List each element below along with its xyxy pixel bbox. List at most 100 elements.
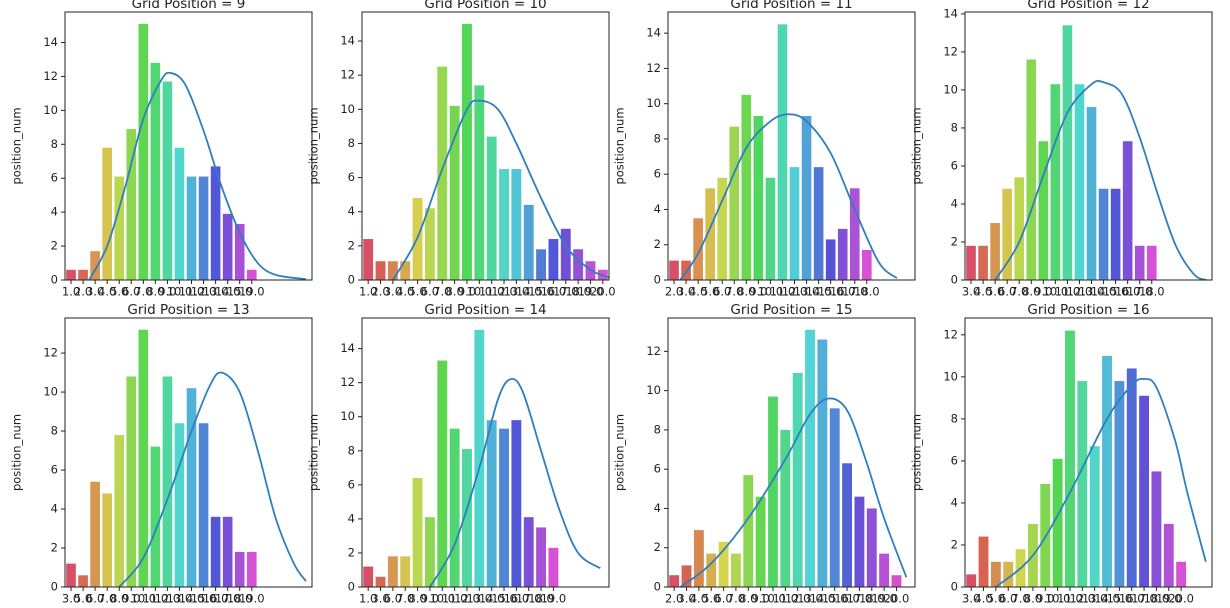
y-tick-label: 10 bbox=[43, 103, 58, 117]
y-tick-label: 8 bbox=[951, 411, 958, 425]
x-tick-label: 5.0 bbox=[408, 285, 426, 299]
x-tick-label: 7.0 bbox=[433, 285, 451, 299]
bar bbox=[1002, 188, 1012, 280]
x-tick-label: 19.0 bbox=[239, 285, 265, 299]
x-tick-label: 7.0 bbox=[727, 592, 745, 606]
bar bbox=[511, 169, 522, 280]
subplot-title: Grid Position = 15 bbox=[730, 302, 852, 318]
bar bbox=[966, 574, 977, 587]
x-tick-label: 18.0 bbox=[528, 592, 554, 606]
bar bbox=[1151, 471, 1162, 587]
bar bbox=[1086, 107, 1097, 280]
y-tick-label: 8 bbox=[348, 443, 355, 457]
bar bbox=[1052, 458, 1063, 587]
bar bbox=[1102, 355, 1112, 587]
bar bbox=[375, 261, 386, 280]
x-tick-label: 16.0 bbox=[830, 285, 856, 299]
bar bbox=[412, 478, 423, 587]
x-tick-label: 7.0 bbox=[396, 592, 414, 606]
bar bbox=[462, 23, 472, 281]
bar bbox=[387, 556, 398, 587]
bar bbox=[1122, 141, 1133, 280]
bar bbox=[829, 408, 840, 587]
bar bbox=[1014, 177, 1025, 280]
x-tick-label: 15.0 bbox=[1103, 285, 1129, 299]
x-tick-label: 6.0 bbox=[998, 285, 1016, 299]
y-tick-label: 4 bbox=[51, 502, 58, 516]
bar bbox=[474, 85, 485, 280]
x-tick-label: 5.0 bbox=[986, 285, 1004, 299]
bar bbox=[90, 481, 100, 587]
kde-line bbox=[392, 99, 610, 281]
x-tick-label: 6.0 bbox=[384, 592, 402, 606]
x-tick-label: 13.0 bbox=[794, 285, 820, 299]
x-tick-label: 7.0 bbox=[98, 592, 116, 606]
x-tick-label: 2.0 bbox=[74, 285, 92, 299]
x-tick-label: 12.0 bbox=[785, 592, 811, 606]
bar bbox=[66, 563, 76, 587]
x-tick-label: 16.0 bbox=[541, 285, 567, 299]
kde-line bbox=[995, 377, 1207, 588]
bar bbox=[186, 388, 197, 587]
y-tick-label: 12 bbox=[340, 375, 355, 389]
bar bbox=[817, 339, 828, 587]
bar bbox=[150, 62, 161, 280]
bar bbox=[1134, 245, 1145, 280]
bar bbox=[424, 208, 435, 280]
y-tick-label: 6 bbox=[951, 158, 958, 172]
bar bbox=[363, 566, 374, 587]
bar bbox=[669, 575, 680, 587]
x-tick-label: 9.0 bbox=[122, 592, 140, 606]
x-tick-label: 3.0 bbox=[86, 285, 104, 299]
subplot-title: Grid Position = 12 bbox=[1027, 0, 1149, 12]
x-tick-label: 18.0 bbox=[1144, 592, 1170, 606]
y-tick-label: 0 bbox=[951, 580, 958, 594]
bar bbox=[718, 541, 729, 587]
x-tick-label: 13.0 bbox=[1079, 285, 1105, 299]
x-tick-label: 8.0 bbox=[110, 592, 128, 606]
y-tick-label: 2 bbox=[951, 234, 958, 248]
subplot: Grid Position = 13 position_num 0 2 4 6 8 10 12 3… bbox=[10, 302, 313, 606]
y-tick-label: 0 bbox=[654, 580, 661, 594]
y-tick-label: 6 bbox=[51, 463, 58, 477]
bar bbox=[825, 239, 836, 280]
bar bbox=[990, 561, 1001, 587]
y-tick-label: 4 bbox=[348, 511, 355, 525]
y-tick-label: 0 bbox=[51, 580, 58, 594]
bar bbox=[523, 517, 534, 587]
bar bbox=[162, 81, 173, 280]
x-tick-label: 17.0 bbox=[553, 285, 579, 299]
bar bbox=[462, 449, 472, 587]
y-tick-label: 2 bbox=[348, 238, 355, 252]
x-tick-label: 10.0 bbox=[1045, 592, 1071, 606]
y-tick-label: 12 bbox=[43, 346, 58, 360]
x-tick-label: 9.0 bbox=[421, 592, 439, 606]
y-tick-label: 10 bbox=[43, 385, 58, 399]
x-tick-label: 1.0 bbox=[62, 285, 80, 299]
bar bbox=[978, 536, 989, 587]
x-tick-label: 3.0 bbox=[62, 592, 80, 606]
x-tick-label: 11.0 bbox=[770, 285, 796, 299]
x-tick-label: 14.0 bbox=[1091, 285, 1117, 299]
y-axis-label: position_num bbox=[613, 414, 627, 491]
x-tick-label: 11.0 bbox=[1055, 285, 1081, 299]
x-tick-label: 4.0 bbox=[689, 285, 707, 299]
x-tick-label: 4.0 bbox=[974, 285, 992, 299]
x-tick-label: 11.0 bbox=[179, 285, 205, 299]
axes-frame bbox=[361, 11, 610, 281]
x-tick-label: 9.0 bbox=[158, 285, 176, 299]
bar bbox=[499, 428, 509, 587]
kde-line bbox=[429, 377, 601, 588]
x-tick-label: 3.0 bbox=[962, 285, 980, 299]
y-tick-label: 8 bbox=[348, 136, 355, 150]
bar bbox=[234, 224, 245, 280]
x-tick-label: 6.0 bbox=[86, 592, 104, 606]
bar bbox=[486, 136, 497, 280]
x-tick-label: 18.0 bbox=[1139, 285, 1165, 299]
bar bbox=[387, 261, 398, 280]
kde-line bbox=[679, 113, 898, 281]
bar bbox=[114, 434, 125, 587]
bar bbox=[705, 188, 715, 280]
bar bbox=[753, 116, 764, 281]
y-tick-label: 12 bbox=[646, 344, 661, 358]
